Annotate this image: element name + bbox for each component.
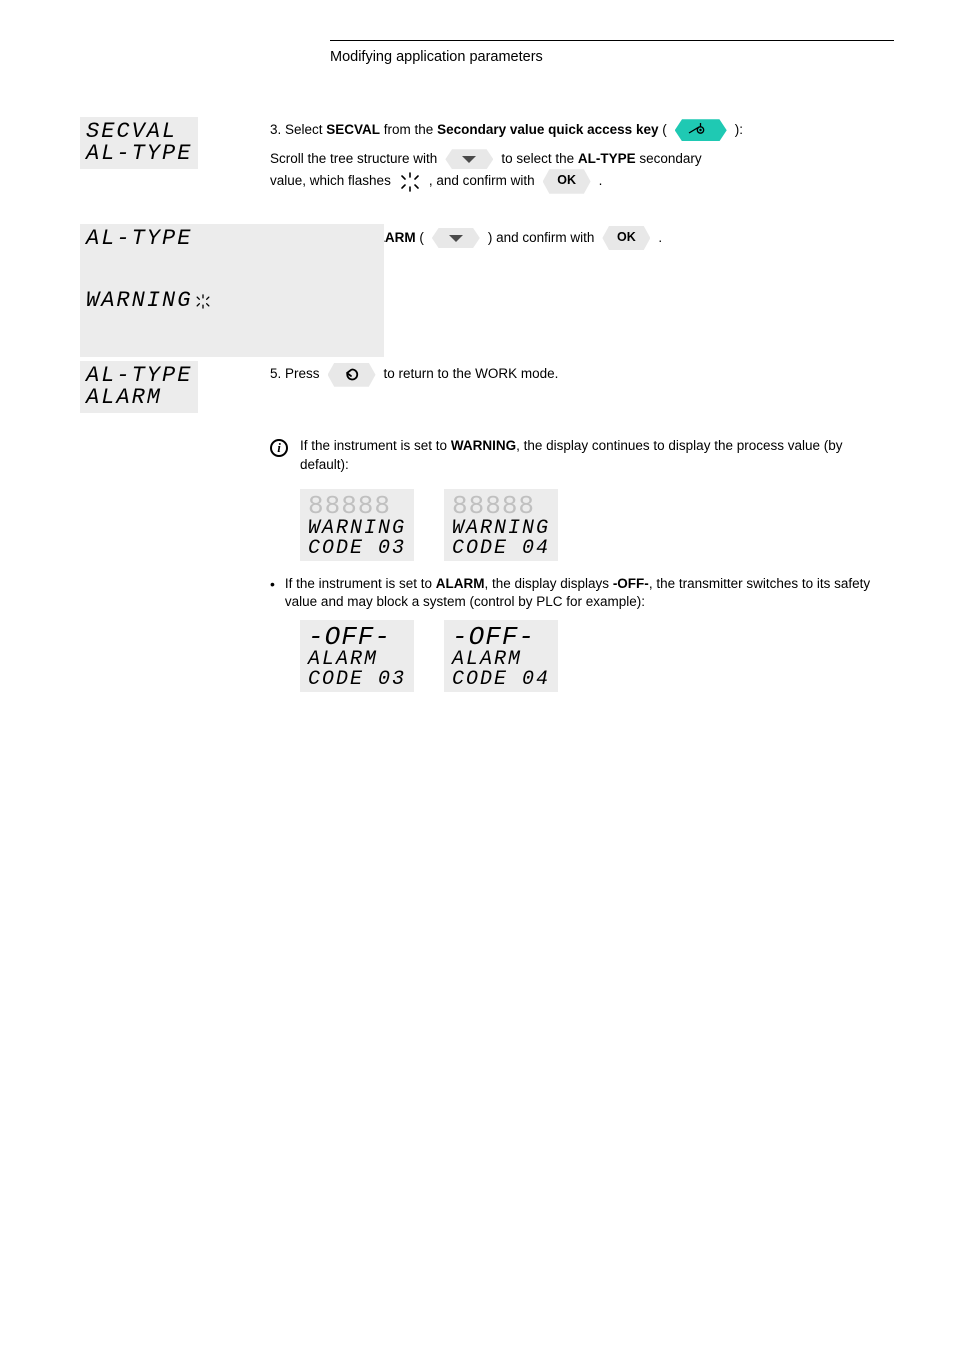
lcd-altype-warning: AL-TYPE WARNING [80,224,384,357]
lcd-line: ALARM [308,650,406,670]
text: Scroll the tree structure with [270,150,437,169]
text: If the instrument is set to ALARM, the d… [285,575,894,613]
text: ) and confirm with [488,229,595,248]
text: from the [380,122,437,137]
lcd-line: CODE 04 [452,539,550,559]
quick-access-key-button[interactable] [675,119,727,141]
lcd-line: 88888 [452,493,550,519]
lcd-line: AL-TYPE [86,365,192,387]
text: 3. Select SECVAL from the Secondary valu… [270,121,667,140]
lcd-line: SECVAL [86,121,192,143]
ok-button[interactable]: OK [543,169,591,194]
text: . [599,172,603,191]
text: to return to the WORK mode. [384,365,559,384]
text: If the instrument is set to WARNING, the… [300,438,843,472]
lcd-warning-code03: 88888 WARNING CODE 03 [300,489,414,561]
lcd-text: WARNING [86,290,192,312]
lcd-line: ALARM [452,650,550,670]
lcd-altype-alarm: AL-TYPE ALARM [80,361,198,413]
back-button[interactable] [328,363,376,387]
blink-icon [195,250,377,353]
alarm-examples: -OFF- ALARM CODE 03 -OFF- ALARM CODE 04 [300,620,894,692]
text-bold: SECVAL [326,122,380,137]
step-5: AL-TYPE ALARM 5. Press to return to the … [80,361,894,413]
lcd-line: 88888 [308,493,406,519]
info-warning: i If the instrument is set to WARNING, t… [270,437,894,475]
step-4: AL-TYPE WARNING [80,224,894,357]
page-root: Modifying application parameters SECVAL … [0,0,954,766]
lcd-line: CODE 03 [308,539,406,559]
lcd-line: WARNING [86,250,378,353]
step-3: SECVAL AL-TYPE 3. Select SECVAL from the… [80,117,894,206]
step3-line1: 3. Select SECVAL from the Secondary valu… [270,119,894,141]
scroll-down-button[interactable] [432,228,480,248]
thermometer-icon [687,123,715,137]
step5-line: 5. Press to return to the WORK mode. [270,363,894,387]
info-alarm: • If the instrument is set to ALARM, the… [270,575,894,613]
warning-examples: 88888 WARNING CODE 03 88888 WARNING CODE… [300,489,894,561]
lcd-line: ALARM [86,387,192,409]
lcd-alarm-code03: -OFF- ALARM CODE 03 [300,620,414,692]
lcd-line: CODE 04 [452,670,550,690]
ok-button[interactable]: OK [602,226,650,251]
text: value, which flashes [270,172,391,191]
lcd-line: AL-TYPE [86,228,378,250]
lcd-warning-code04: 88888 WARNING CODE 04 [444,489,558,561]
lcd-alarm-code04: -OFF- ALARM CODE 04 [444,620,558,692]
lcd-line: CODE 03 [308,670,406,690]
section-title: Modifying application parameters [330,47,894,67]
info-icon: i [270,439,288,457]
step3-line2: Scroll the tree structure with to select… [270,149,894,169]
blink-icon [399,172,421,192]
lcd-secval-altype: SECVAL AL-TYPE [80,117,198,169]
text: 3. Select [270,122,326,137]
text: 5. Press [270,365,320,384]
text: ( [658,122,666,137]
lcd-line: WARNING [452,519,550,539]
scroll-down-button[interactable] [445,149,493,169]
lcd-line: WARNING [308,519,406,539]
down-icon [445,232,467,244]
text: , and confirm with [429,172,535,191]
text: ): [735,121,743,140]
step3-line3: value, which flashes , and confirm [270,169,894,194]
lcd-line: AL-TYPE [86,143,192,165]
text: . [658,229,662,248]
back-icon [342,367,362,383]
text: to select the AL-TYPE secondary [501,150,701,169]
bullet-icon: • [270,575,275,613]
header-rule [330,40,894,41]
down-icon [458,153,480,165]
lcd-line: -OFF- [308,624,406,650]
lcd-line: -OFF- [452,624,550,650]
text-bold: Secondary value quick access key [437,122,658,137]
